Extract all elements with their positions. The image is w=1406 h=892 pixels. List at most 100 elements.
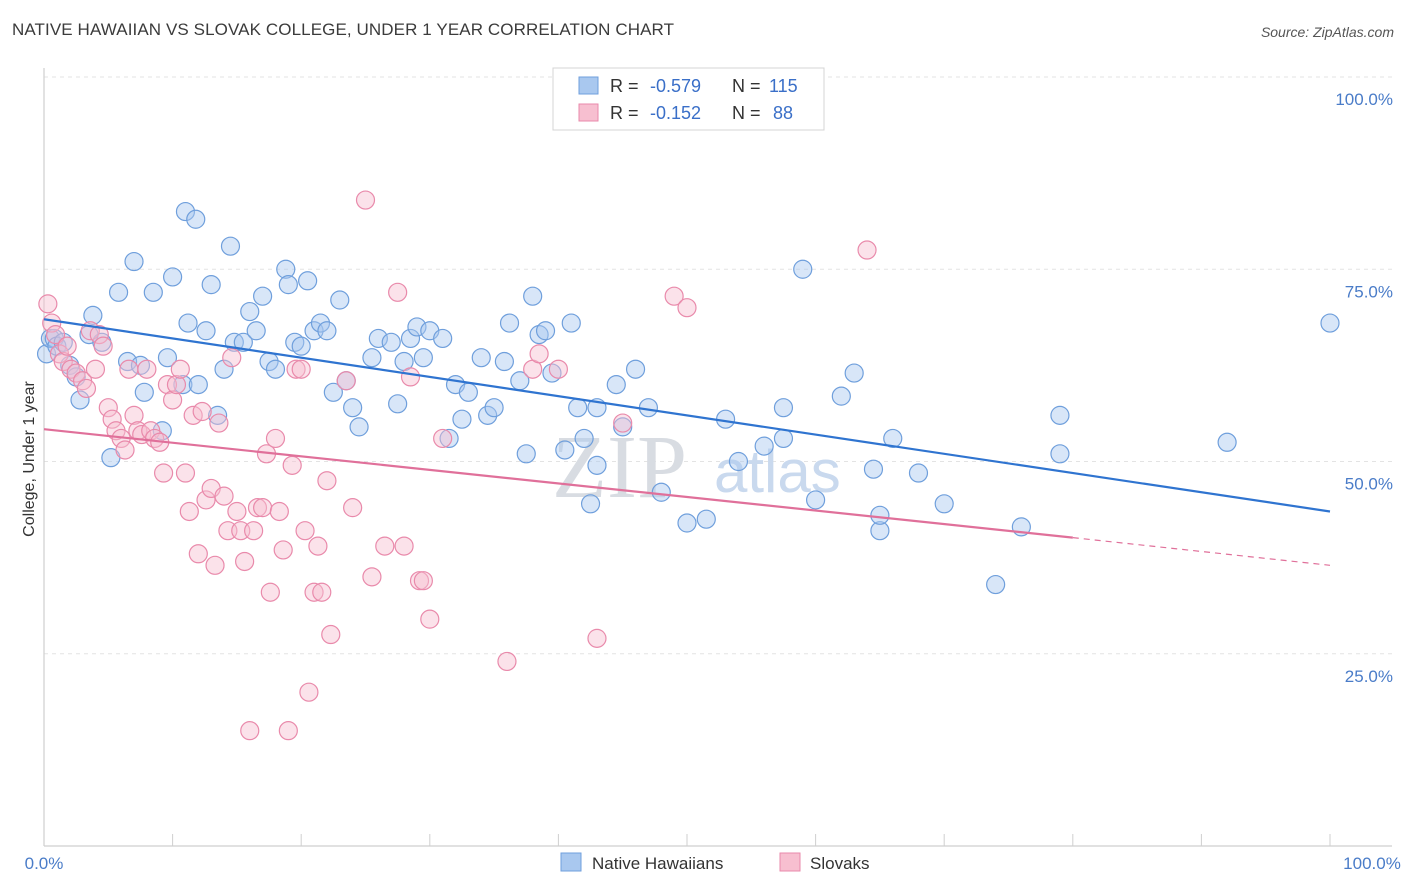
slovak-point-70 [362,567,382,587]
legend-n-label-2: N = [732,103,761,123]
native-hawaiian-point-29 [214,359,234,379]
native-hawaiian-point-17 [143,282,163,302]
slovak-point-61 [299,682,319,702]
native-hawaiian-point-45 [317,321,337,341]
legend-r-value-1: -0.579 [650,76,701,96]
slovak-point-85 [857,240,877,260]
native-hawaiian-point-4 [53,332,73,352]
bottom-legend-swatch-slovaks [779,852,801,872]
native-hawaiian-point-39 [278,275,298,295]
native-hawaiian-point-94 [773,428,794,449]
slovak-point-62 [304,582,324,602]
native-hawaiian-point-72 [523,286,543,306]
native-hawaiian-point-49 [343,398,363,418]
slovak-point-46 [235,551,255,572]
watermark-atlas: atlas [714,438,841,505]
slovak-point-13 [93,336,113,356]
slovak-point-11 [85,359,106,379]
native-hawaiian-point-93 [773,398,794,418]
native-hawaiian-point-101 [870,505,890,525]
slovak-point-78 [433,428,453,449]
stats-legend: R = -0.579 N = 115 R = -0.152 N = 88 [552,67,825,131]
native-hawaiian-point-9 [83,305,103,325]
slovak-point-44 [227,501,247,522]
native-hawaiian-point-79 [574,428,594,449]
slovak-point-56 [278,721,298,741]
native-hawaiian-point-20 [163,267,183,287]
native-hawaiian-point-71 [516,444,536,464]
native-hawaiian-point-44 [310,313,331,333]
slovak-point-18 [115,440,135,460]
slovak-point-65 [317,471,337,491]
slovak-point-81 [529,344,549,364]
slovak-point-6 [61,359,81,379]
y-tick-label-100: 100.0% [1335,90,1393,109]
slovak-point-79 [497,651,517,672]
native-hawaiian-point-50 [349,417,369,437]
slovak-point-9 [76,378,97,399]
native-hawaiian-point-77 [561,313,581,333]
native-hawaiian-point-68 [494,351,514,372]
y-axis-label: College, Under 1 year [21,381,38,537]
slovak-point-2 [45,325,66,345]
slovak-point-12 [89,325,109,345]
slovak-point-4 [53,351,73,372]
native-hawaiian-point-18 [152,421,172,441]
slovak-point-50 [253,498,273,518]
slovak-point-72 [388,282,408,302]
chart-title: NATIVE HAWAIIAN VS SLOVAK COLLEGE, UNDER… [12,20,675,39]
slovak-point-20 [124,405,144,425]
y-tick-label-25: 25.0% [1345,667,1393,686]
slovak-point-76 [413,571,433,591]
slovak-point-63 [308,536,328,556]
native-hawaiian-point-34 [246,321,266,341]
native-hawaiian-point-19 [157,348,178,368]
slovak-point-74 [400,367,421,387]
native-hawaiian-point-27 [201,275,221,295]
slovak-point-48 [244,521,264,541]
slovak-point-32 [175,463,196,483]
native-hawaiian-point-92 [754,436,774,456]
native-hawaiian-point-87 [651,482,671,502]
native-hawaiian-point-99 [863,459,884,479]
native-hawaiian-point-69 [499,313,520,333]
native-hawaiian-point-96 [805,490,826,510]
slovak-point-33 [179,501,199,522]
legend-r-label-2: R = [610,103,639,123]
native-hawaiian-point-41 [291,336,311,356]
slovak-point-84 [677,298,697,318]
native-hawaiian-point-97 [831,386,851,406]
slovak-point-87 [613,413,633,433]
slovak-point-23 [137,359,157,379]
legend-r-value-2: -0.152 [650,103,701,123]
native-hawaiian-point-33 [240,301,260,322]
native-hawaiian-point-56 [400,328,421,349]
native-hawaiian-point-16 [134,382,154,402]
bottom-legend-swatch-native-hawaiians [560,852,582,872]
native-hawaiian-point-98 [844,363,864,383]
y-tick-label-75: 75.0% [1345,282,1393,301]
native-hawaiian-point-61 [439,428,459,449]
native-hawaiian-point-85 [625,359,646,379]
slovak-point-67 [336,371,356,391]
native-hawaiian-point-110 [1320,313,1340,333]
slovak-point-0 [38,294,58,314]
native-hawaiian-point-51 [362,348,382,368]
slovak-point-55 [273,540,293,560]
native-hawaiian-point-76 [555,440,575,460]
native-hawaiian-point-64 [458,382,478,402]
bottom-legend-label-native-hawaiians: Native Hawaiians [592,854,723,873]
native-hawaiian-point-108 [1050,444,1070,464]
slovak-point-69 [355,190,376,210]
native-hawaiian-point-24 [186,209,206,229]
slovak-point-31 [170,359,190,379]
native-hawaiian-trend-line [43,318,1331,513]
slovak-point-86 [548,359,569,379]
y-tick-label-50: 50.0% [1345,475,1393,494]
native-hawaiian-point-37 [265,359,286,379]
legend-n-label-1: N = [732,76,761,96]
slovak-point-57 [282,455,302,475]
source-credit: Source: ZipAtlas.com [1260,24,1394,40]
slovak-point-54 [269,501,289,522]
x-tick-label-min: 0.0% [25,854,64,873]
